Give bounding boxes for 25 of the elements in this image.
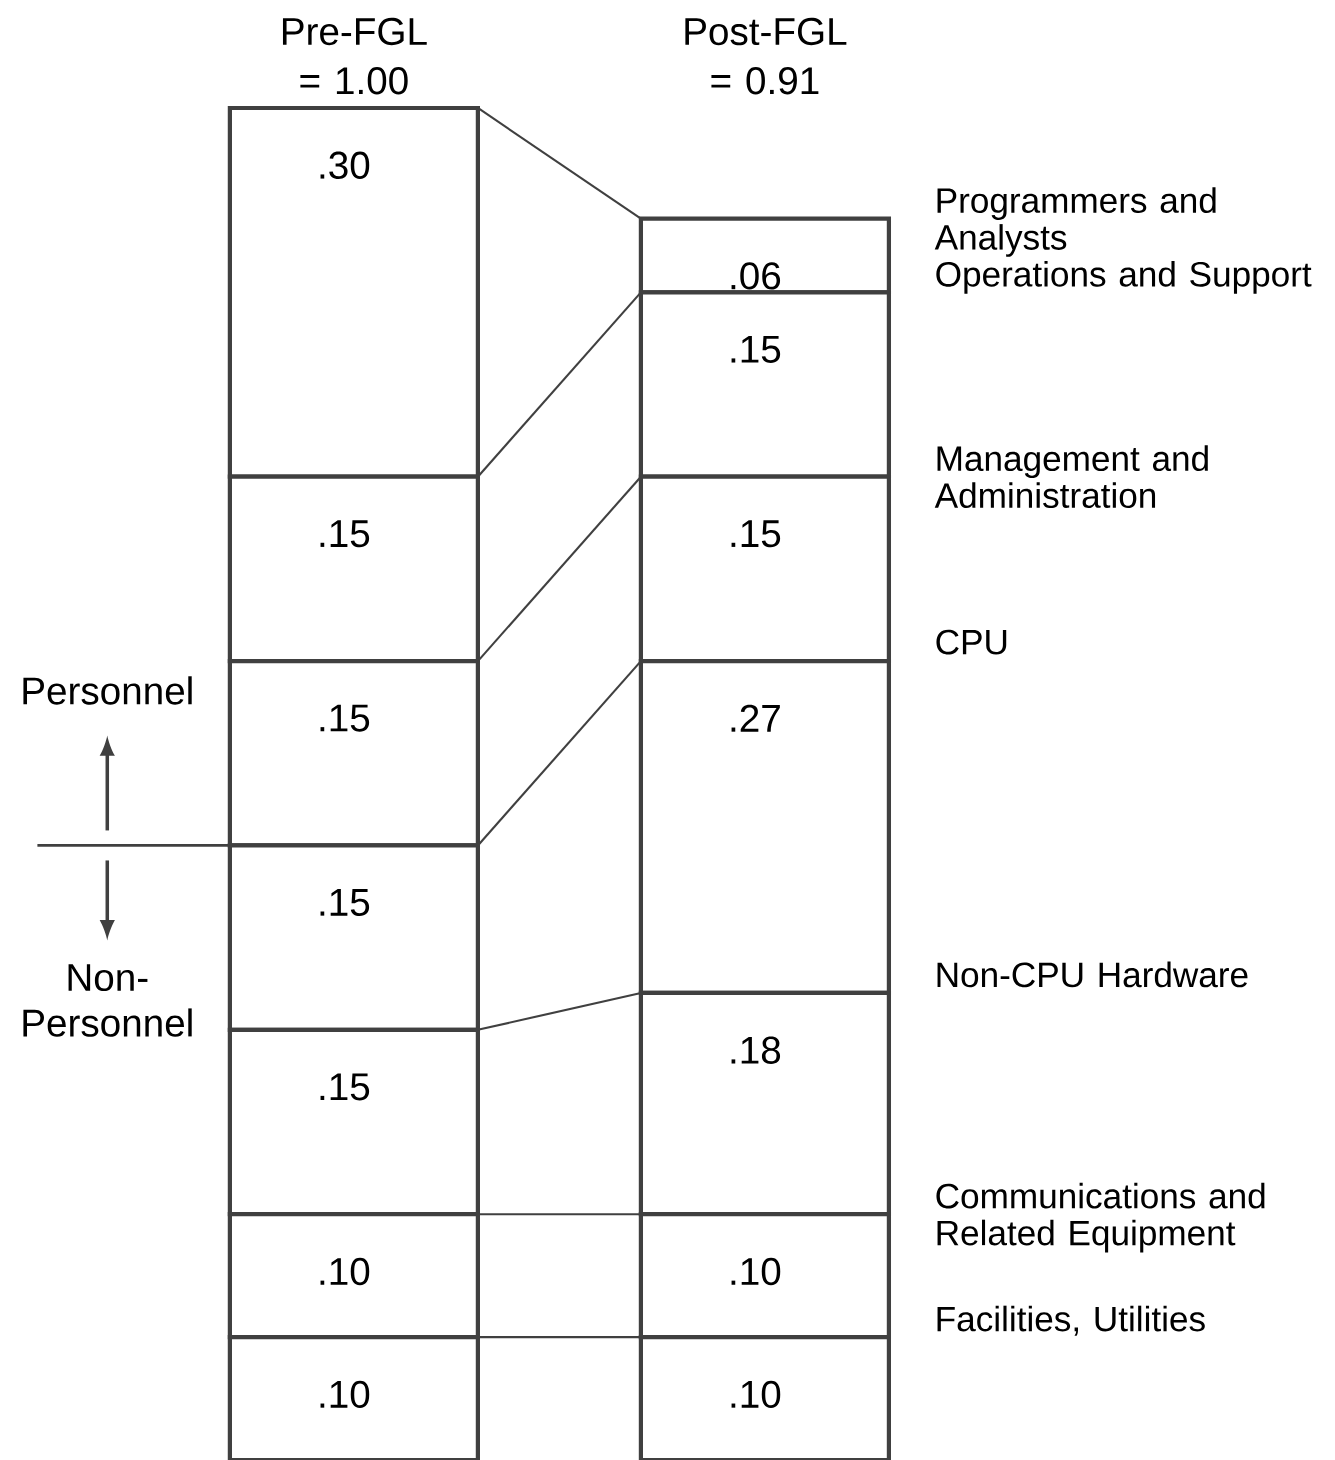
- series-label: Non-CPU Hardware: [937, 961, 1248, 988]
- x-tick-label: Post-FGL = 0.91: [685, 17, 847, 95]
- series-label: Communications and Related Equipment: [936, 1182, 1265, 1253]
- series-label: Facilities, Utilities: [937, 1305, 1205, 1336]
- data-label: .15: [320, 1073, 370, 1101]
- data-label: .18: [731, 1036, 781, 1064]
- data-label: .10: [320, 1257, 370, 1286]
- series-label: CPU: [936, 629, 1007, 655]
- data-label: .30: [320, 151, 370, 179]
- series-label: Operations and Support: [936, 260, 1312, 294]
- annotation: Non-Personnel: [23, 964, 192, 1037]
- data-label: .15: [320, 704, 370, 732]
- x-tick-label: Pre-FGL = 1.00: [282, 17, 427, 95]
- annotation: Personnel: [23, 676, 192, 705]
- data-label: .15: [731, 520, 781, 548]
- data-label: .10: [731, 1257, 781, 1286]
- data-label: .15: [320, 889, 370, 917]
- data-label: .27: [731, 704, 780, 732]
- data-label: .06: [731, 262, 781, 290]
- data-label: .10: [320, 1380, 370, 1409]
- series-label: Management and Administration: [934, 445, 1208, 509]
- data-label: .10: [731, 1380, 781, 1409]
- data-label: .15: [731, 335, 781, 363]
- series-label: Programmers and Analysts: [934, 187, 1216, 257]
- data-label: .15: [320, 520, 370, 548]
